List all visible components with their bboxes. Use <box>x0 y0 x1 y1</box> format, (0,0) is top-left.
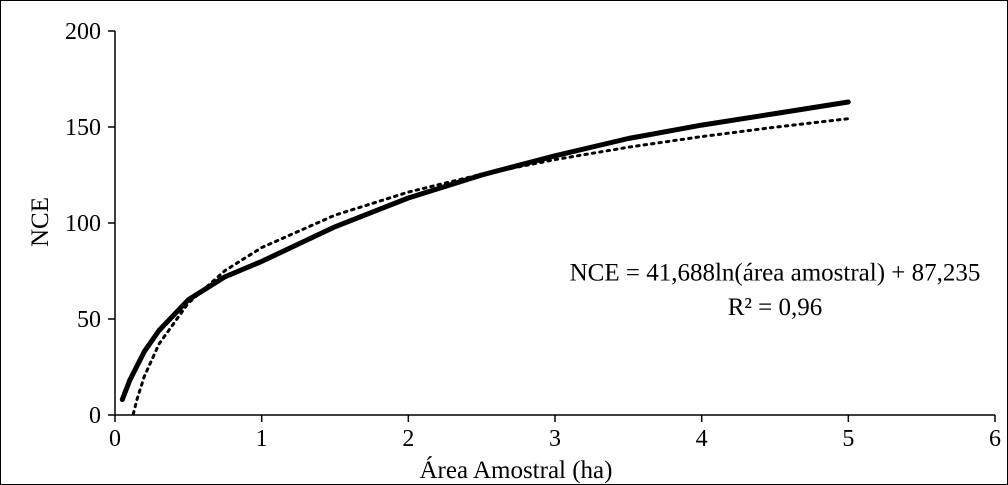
r-squared-annotation: R² = 0,96 <box>728 294 823 321</box>
series-layer <box>119 99 851 416</box>
axes <box>114 31 995 416</box>
x-ticks: 0 1 2 3 4 5 6 <box>109 415 1001 452</box>
x-tick-label: 5 <box>842 426 854 452</box>
y-tick-label: 50 <box>77 307 101 333</box>
x-tick-label: 2 <box>402 426 414 452</box>
x-axis-label: Área Amostral (ha) <box>420 456 613 484</box>
y-tick-label: 100 <box>65 211 101 237</box>
trendline-dotted <box>131 117 850 416</box>
y-axis-label: NCE <box>27 197 54 247</box>
x-tick-label: 0 <box>109 426 121 452</box>
data-line-solid <box>119 99 851 403</box>
x-tick-label: 3 <box>549 426 561 452</box>
y-tick-label: 150 <box>65 115 101 141</box>
y-ticks: 0 50 100 150 200 <box>65 19 115 429</box>
annotation-layer: NCE = 41,688ln(área amostral) + 87,235 R²… <box>570 260 981 322</box>
x-tick-label: 6 <box>989 426 1001 452</box>
x-tick-label: 1 <box>256 426 268 452</box>
x-tick-label: 4 <box>696 426 708 452</box>
y-tick-label: 200 <box>65 19 101 45</box>
equation-annotation: NCE = 41,688ln(área amostral) + 87,235 <box>570 260 981 287</box>
y-tick-label: 0 <box>89 403 101 429</box>
